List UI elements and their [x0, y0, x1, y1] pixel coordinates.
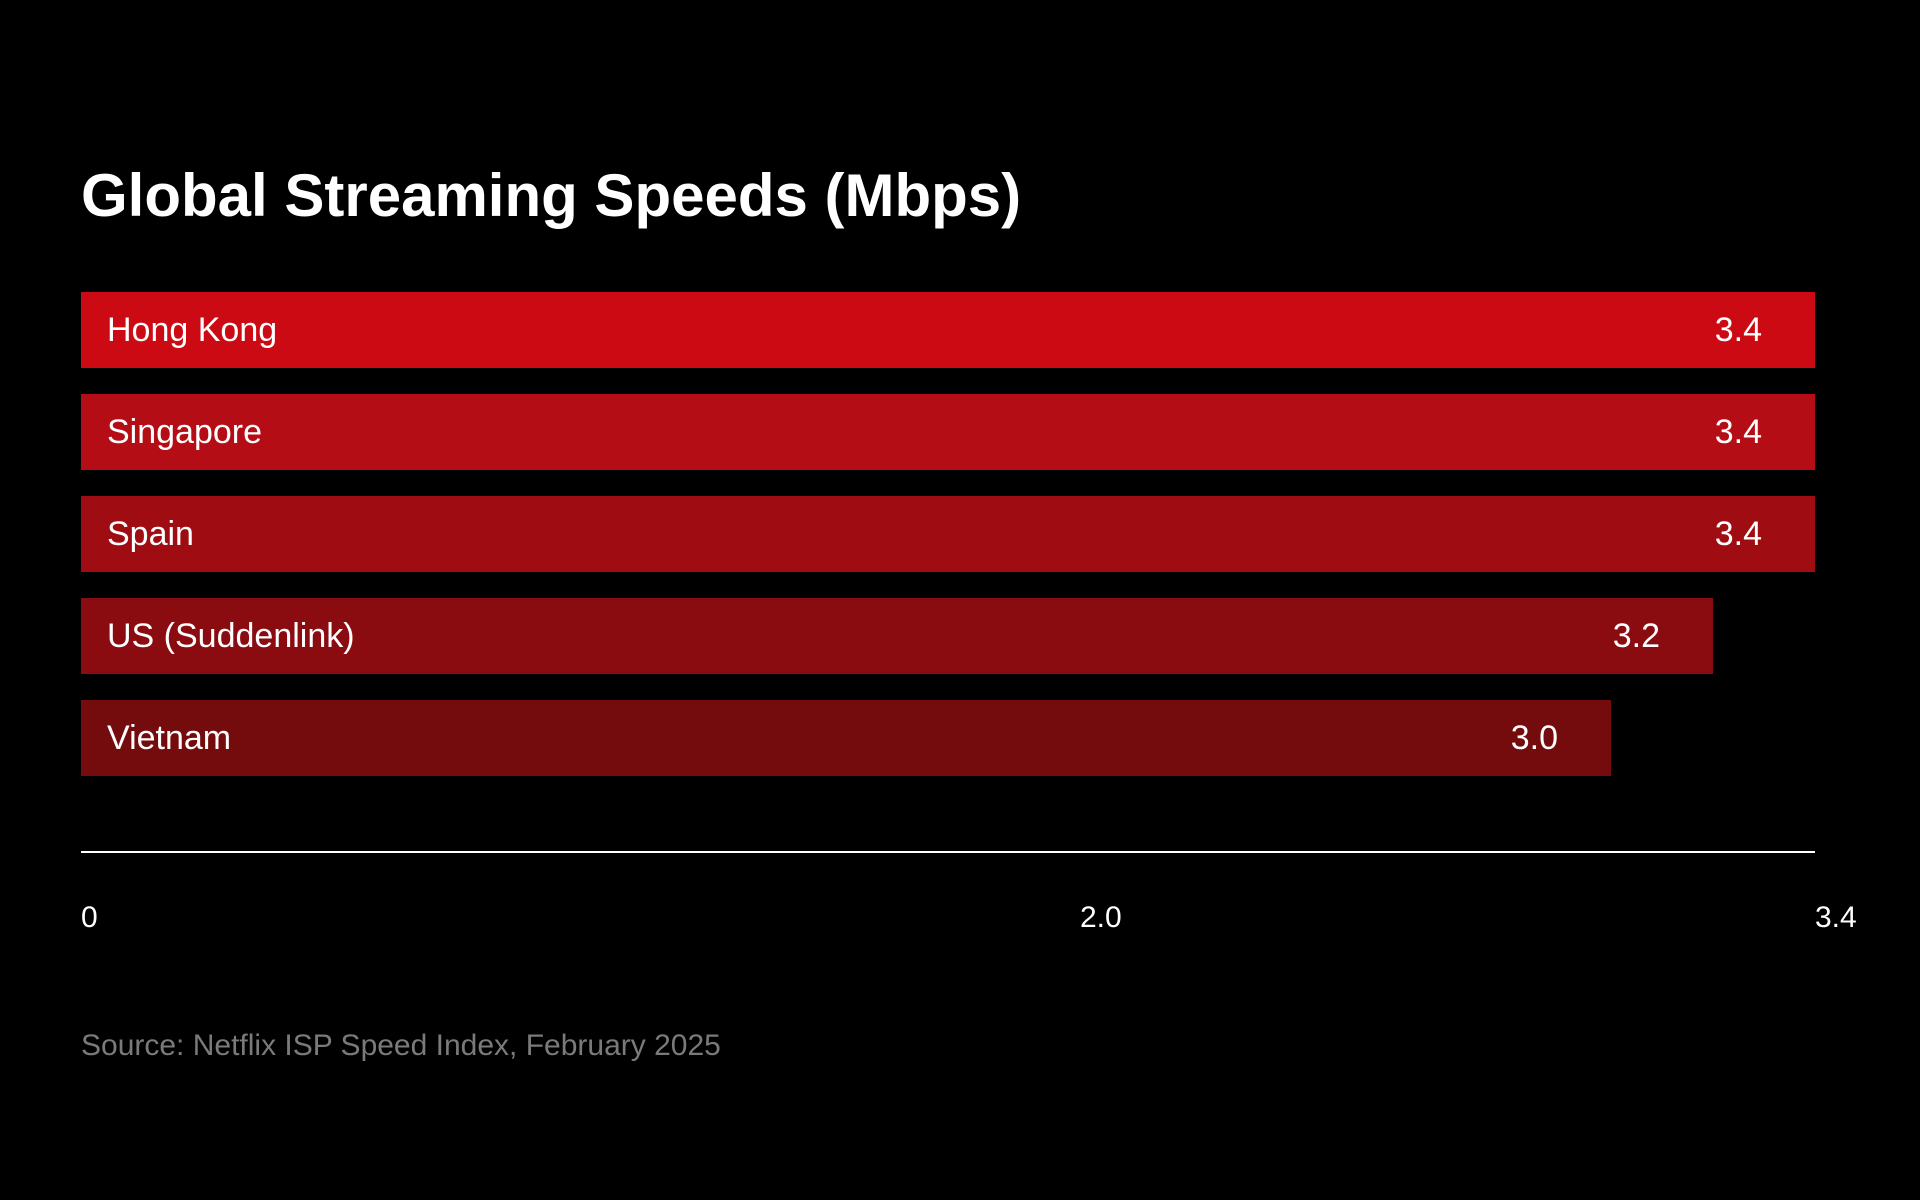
bar-value-label: 3.2: [1612, 617, 1660, 655]
x-axis-line: [81, 851, 1815, 853]
x-tick-label: 3.4: [1815, 901, 1857, 934]
bar-category-label: Singapore: [107, 413, 263, 451]
bar-category-label: Vietnam: [107, 719, 232, 757]
bar-value-label: 3.4: [1714, 515, 1762, 553]
source-note: Source: Netflix ISP Speed Index, Februar…: [81, 1029, 721, 1062]
bar-value-label: 3.4: [1714, 311, 1762, 349]
bar: Singapore 3.4: [81, 394, 1815, 470]
x-tick-label: 0: [81, 901, 98, 934]
x-tick-label: 2.0: [1080, 901, 1122, 934]
bar: Spain 3.4: [81, 496, 1815, 572]
bar: US (Suddenlink) 3.2: [81, 598, 1713, 674]
bar-category-label: US (Suddenlink): [107, 617, 355, 655]
bar-category-label: Spain: [107, 515, 194, 553]
bar-category-label: Hong Kong: [107, 311, 278, 349]
bar: Vietnam 3.0: [81, 700, 1611, 776]
bar-area: Hong Kong 3.4 Singapore 3.4 Spain 3.4 US (Sudd…: [81, 292, 1815, 782]
bar-value-label: 3.0: [1510, 719, 1558, 757]
bar: Hong Kong 3.4: [81, 292, 1815, 368]
chart-title: Global Streaming Speeds (Mbps): [81, 162, 1022, 229]
bar-value-label: 3.4: [1714, 413, 1762, 451]
